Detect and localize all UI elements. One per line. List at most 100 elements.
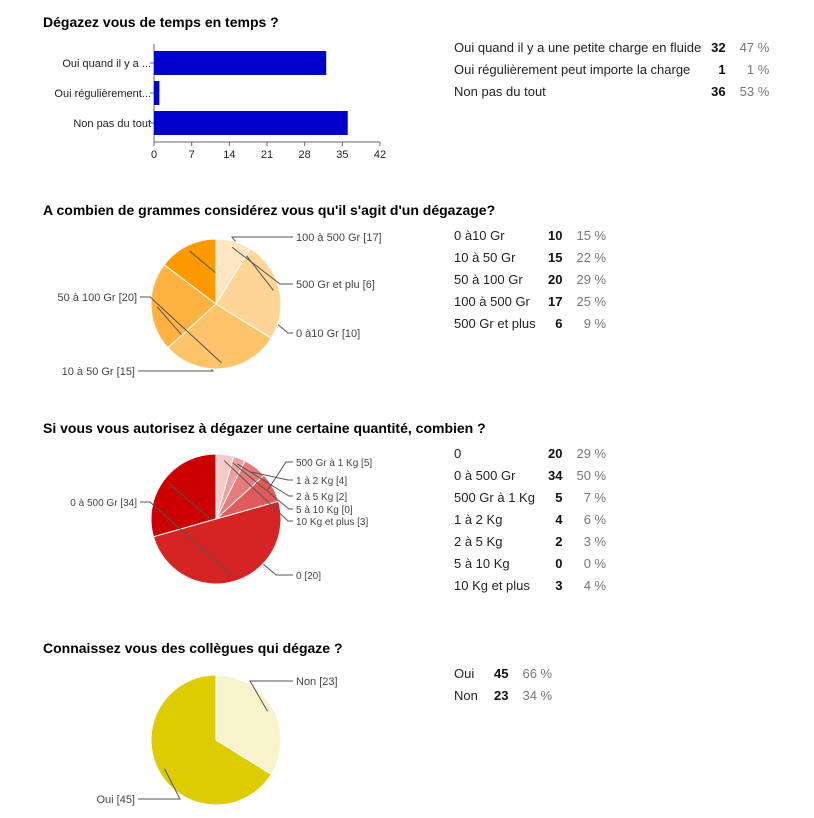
slice-leader-line bbox=[251, 471, 293, 481]
slice-label: Non [23] bbox=[296, 676, 338, 688]
question-title: Si vous vous autorisez à dégazer une cer… bbox=[43, 420, 486, 436]
slice-leader-line bbox=[168, 483, 293, 576]
slice-label: 100 à 500 Gr [17] bbox=[296, 232, 382, 244]
slice-leader-line bbox=[230, 236, 293, 291]
table-row: 100 à 500 Gr 17 25 % bbox=[454, 290, 606, 312]
table-row: Oui 45 66 % bbox=[454, 662, 552, 684]
table-row: 2 à 5 Kg 2 3 % bbox=[454, 530, 606, 552]
answer-label: Oui régulièrement peut importe la charge bbox=[454, 61, 691, 77]
answer-percent: 53 % bbox=[739, 83, 770, 99]
answer-count: 20 bbox=[548, 445, 563, 461]
table-row: Non 23 34 % bbox=[454, 684, 552, 706]
x-tick-label: 35 bbox=[336, 149, 348, 161]
answer-percent: 34 % bbox=[522, 687, 553, 703]
answer-percent: 6 % bbox=[583, 511, 607, 527]
table-row: 500 Gr à 1 Kg 5 7 % bbox=[454, 486, 606, 508]
slice-leader-line bbox=[138, 306, 215, 372]
answer-count: 6 bbox=[555, 315, 563, 331]
slice-label: Oui [45] bbox=[96, 794, 135, 806]
answer-percent: 9 % bbox=[583, 315, 607, 331]
stats-table: Oui 45 66 % Non 23 34 % bbox=[454, 662, 552, 706]
answer-label: 10 Kg et plus bbox=[454, 577, 530, 593]
answer-percent: 29 % bbox=[576, 445, 607, 461]
slice-leader-line bbox=[223, 460, 293, 522]
answer-count: 15 bbox=[548, 249, 563, 265]
slice-leader-line bbox=[231, 246, 293, 285]
table-row: 0 à 500 Gr 34 50 % bbox=[454, 464, 606, 486]
bar bbox=[154, 111, 348, 135]
category-label: Oui quand il y a ... bbox=[62, 58, 151, 70]
bar bbox=[154, 81, 160, 105]
table-row: 50 à 100 Gr 20 29 % bbox=[454, 268, 606, 290]
answer-label: 10 à 50 Gr bbox=[454, 249, 516, 265]
answer-label: Oui bbox=[454, 665, 475, 681]
table-row: 10 Kg et plus 3 4 % bbox=[454, 574, 606, 596]
question-title: A combien de grammes considérez vous qu'… bbox=[43, 202, 496, 218]
table-row: 0 20 29 % bbox=[454, 442, 606, 464]
answer-count: 0 bbox=[555, 555, 563, 571]
slice-label: 500 Gr et plu [6] bbox=[296, 279, 375, 291]
slice-leader-line bbox=[140, 296, 222, 364]
question-title: Dégazez vous de temps en temps ? bbox=[43, 14, 279, 30]
table-row: Oui régulièrement peut importe la charge… bbox=[454, 58, 769, 80]
slice-label: 10 Kg et plus [3] bbox=[296, 517, 368, 528]
answer-count: 3 bbox=[555, 577, 563, 593]
answer-label: 1 à 2 Kg bbox=[454, 511, 503, 527]
answer-count: 20 bbox=[548, 271, 563, 287]
answer-label: 500 Gr et plus bbox=[454, 315, 536, 331]
answer-percent: 4 % bbox=[583, 577, 607, 593]
slice-label: 0 à10 Gr [10] bbox=[296, 328, 360, 340]
answer-label: 50 à 100 Gr bbox=[454, 271, 523, 287]
answer-percent: 47 % bbox=[739, 39, 770, 55]
category-label: Oui régulièrement... bbox=[54, 88, 151, 100]
answer-count: 2 bbox=[555, 533, 563, 549]
table-row: 10 à 50 Gr 15 22 % bbox=[454, 246, 606, 268]
table-row: Non pas du tout 36 53 % bbox=[454, 80, 769, 102]
x-tick-label: 14 bbox=[223, 149, 235, 161]
answer-count: 36 bbox=[711, 83, 726, 99]
slice-label: 0 [20] bbox=[296, 571, 321, 582]
answer-label: 0 bbox=[454, 445, 462, 461]
pie-chart: 0 [20] 0 à 500 Gr [34] 500 Gr à 1 Kg [5] 1 … bbox=[70, 453, 372, 585]
stats-table: 0 20 29 % 0 à 500 Gr 34 50 % 500 Gr à 1 Kg 5 7… bbox=[454, 442, 606, 596]
answer-percent: 29 % bbox=[576, 271, 607, 287]
pie-slice bbox=[150, 674, 272, 806]
table-row: 1 à 2 Kg 4 6 % bbox=[454, 508, 606, 530]
answer-count: 1 bbox=[718, 61, 726, 77]
x-tick-label: 21 bbox=[261, 149, 273, 161]
answer-percent: 3 % bbox=[583, 533, 607, 549]
bar-chart: Oui quand il y a ... Oui régulièrement...… bbox=[54, 44, 386, 161]
pie-chart: Oui [45] Non [23] bbox=[96, 674, 338, 806]
answer-count: 32 bbox=[711, 39, 726, 55]
answer-count: 34 bbox=[548, 467, 563, 483]
slice-label: 50 à 100 Gr [20] bbox=[58, 292, 138, 304]
pie-slice bbox=[215, 248, 282, 339]
answer-percent: 0 % bbox=[583, 555, 607, 571]
slice-leader-line bbox=[138, 768, 181, 800]
table-row: Oui quand il y a une petite charge en fl… bbox=[454, 36, 769, 58]
answer-count: 17 bbox=[548, 293, 563, 309]
stats-table: 0 à10 Gr 10 15 % 10 à 50 Gr 15 22 % 50 à 100… bbox=[454, 224, 606, 334]
answer-count: 10 bbox=[548, 227, 563, 243]
answer-percent: 1 % bbox=[746, 61, 770, 77]
slice-label: 2 à 5 Kg [2] bbox=[296, 492, 347, 503]
pie-slice bbox=[152, 500, 282, 585]
slice-label: 500 Gr à 1 Kg [5] bbox=[296, 458, 372, 469]
slice-label: 10 à 50 Gr [15] bbox=[62, 366, 135, 378]
pie-slice bbox=[167, 303, 272, 370]
bar bbox=[154, 51, 327, 75]
table-row: 5 à 10 Kg 0 0 % bbox=[454, 552, 606, 574]
answer-label: 500 Gr à 1 Kg bbox=[454, 489, 535, 505]
slice-leader-line bbox=[267, 461, 293, 491]
pie-slice bbox=[215, 453, 235, 520]
slice-leader-line bbox=[231, 461, 293, 510]
answer-count: 45 bbox=[494, 665, 509, 681]
pie-slice bbox=[215, 238, 251, 306]
answer-label: Non bbox=[454, 687, 478, 703]
answer-percent: 50 % bbox=[576, 467, 607, 483]
x-tick-label: 0 bbox=[151, 149, 157, 161]
answer-label: 0 à 500 Gr bbox=[454, 467, 516, 483]
table-row: 0 à10 Gr 10 15 % bbox=[454, 224, 606, 246]
answer-percent: 25 % bbox=[576, 293, 607, 309]
answer-count: 5 bbox=[555, 489, 563, 505]
